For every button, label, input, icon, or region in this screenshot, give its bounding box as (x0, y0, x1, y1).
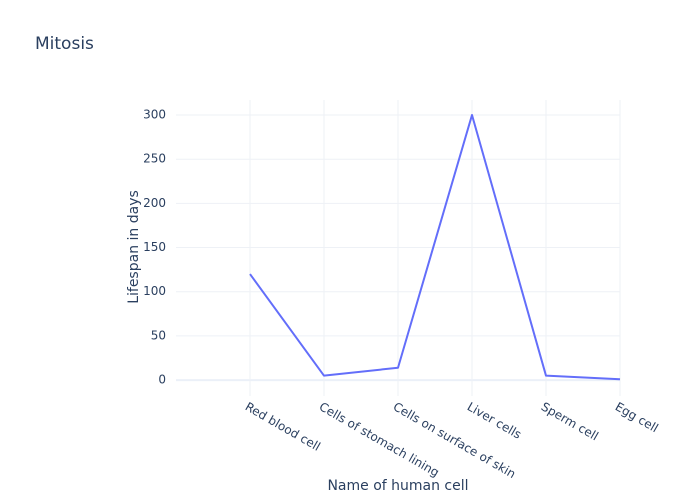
x-tick-label: Cells on surface of skin (391, 400, 518, 482)
x-tick-label: Sperm cell (539, 400, 601, 444)
chart-title: Mitosis (35, 34, 94, 54)
y-tick-label: 300 (143, 108, 166, 122)
y-tick-label: 100 (143, 284, 166, 298)
x-axis-title: Name of human cell (327, 478, 468, 494)
y-axis-title: Lifespan in days (126, 190, 142, 304)
y-tick-label: 200 (143, 196, 166, 210)
y-tick-label: 0 (158, 373, 166, 387)
x-tick-label: Red blood cell (243, 400, 323, 454)
line (249, 114, 621, 381)
y-tick-label: 250 (143, 152, 166, 166)
x-tick-label: Liver cells (465, 400, 524, 442)
y-tick-label: 50 (151, 328, 166, 342)
x-tick-label: Cells of stomach lining (317, 400, 442, 480)
y-tick-label: 150 (143, 240, 166, 254)
x-tick-label: Egg cell (613, 400, 661, 436)
